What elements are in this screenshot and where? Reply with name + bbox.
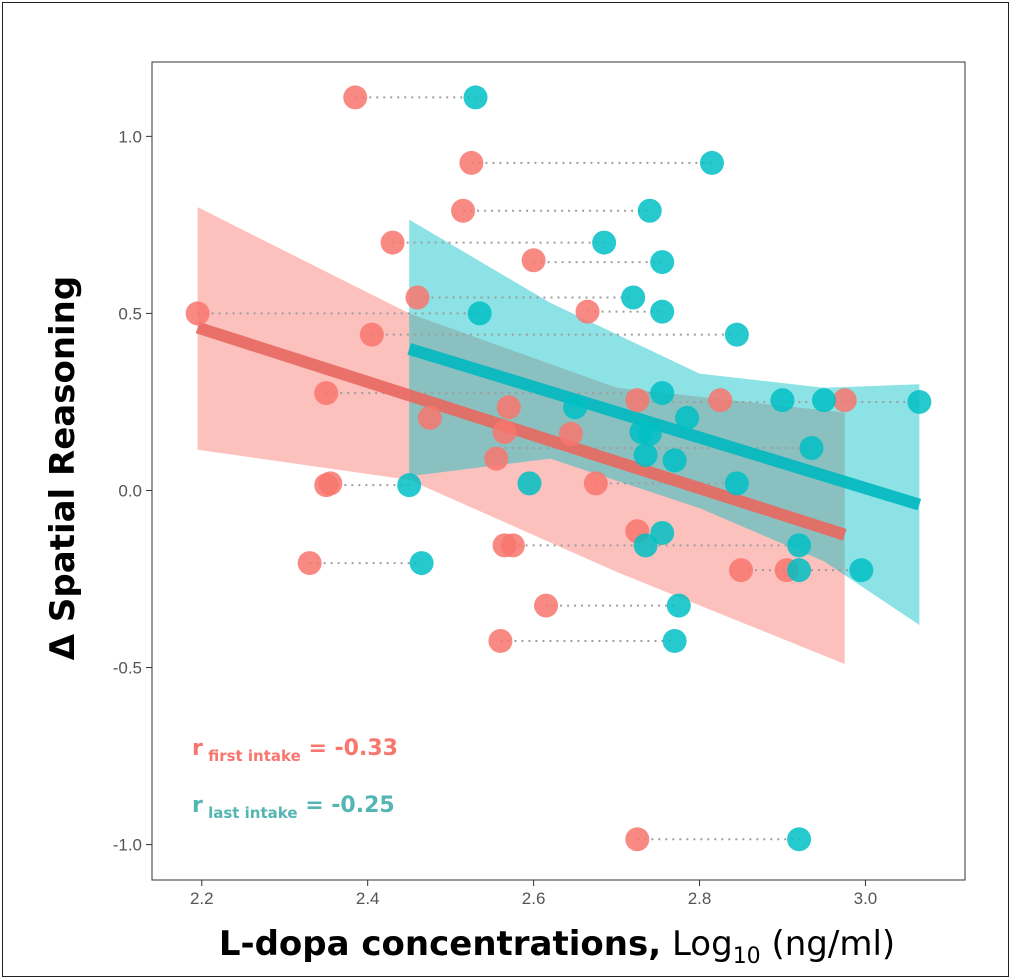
x-tick-label: 2.8 (688, 889, 712, 908)
x-axis-label-unit-prefix: Log (661, 924, 733, 964)
point-last-intake (397, 473, 422, 498)
point-first-intake (500, 533, 525, 558)
regression-lines (195, 321, 922, 541)
annotation-first-intake: r first intake = -0.33 (192, 736, 398, 765)
point-last-intake (787, 533, 812, 558)
y-tick-label: 1.0 (118, 127, 142, 146)
point-last-intake (592, 230, 617, 255)
y-axis-label: Δ Spatial Reasoning (43, 276, 83, 660)
annotation-last-value: = -0.25 (298, 793, 395, 818)
point-first-intake (575, 299, 600, 324)
x-axis-label: L-dopa concentrations, Log10 (ng/ml) (219, 924, 895, 969)
x-axis-label-unit-sub: 10 (733, 944, 761, 969)
point-first-intake (496, 395, 521, 420)
point-first-intake (318, 471, 343, 496)
point-last-intake (666, 593, 691, 618)
annotation-first-r: r (192, 736, 203, 761)
point-first-intake (297, 551, 322, 576)
point-last-intake (650, 299, 675, 324)
annotation-first-value: = -0.33 (301, 736, 398, 761)
x-tick-label: 2.4 (356, 889, 380, 908)
point-first-intake (314, 381, 339, 406)
point-first-intake (380, 230, 405, 255)
data-points (185, 85, 932, 852)
x-tick-label: 3.0 (854, 889, 878, 908)
point-first-intake (451, 198, 476, 223)
point-first-intake (729, 558, 754, 583)
point-first-intake (558, 421, 583, 446)
point-first-intake (534, 593, 559, 618)
point-first-intake (343, 85, 368, 110)
annotation-first-sub: first intake (203, 747, 301, 765)
point-last-intake (409, 551, 434, 576)
point-last-intake (770, 388, 795, 413)
point-first-intake (359, 322, 384, 347)
point-last-intake (637, 198, 662, 223)
point-last-intake (463, 85, 488, 110)
point-first-intake (521, 248, 546, 273)
point-first-intake (417, 405, 442, 430)
point-last-intake (650, 520, 675, 545)
x-tick-label: 2.6 (522, 889, 546, 908)
x-axis-label-main: L-dopa concentrations, (219, 924, 661, 964)
point-first-intake (708, 388, 733, 413)
point-last-intake (675, 405, 700, 430)
annotation-last-r: r (192, 793, 203, 818)
point-last-intake (699, 150, 724, 175)
axes: 2.2 2.4 2.6 2.8 3.0 1.0 0.5 0.0 -0.5 -1.0 (113, 127, 878, 908)
point-first-intake (405, 285, 430, 310)
point-first-intake (185, 301, 210, 326)
point-first-intake (583, 471, 608, 496)
point-first-intake (488, 628, 513, 653)
fit-line-last-intake (407, 343, 922, 511)
point-last-intake (811, 388, 836, 413)
y-tick-label: -1.0 (113, 836, 142, 855)
y-tick-label: 0.0 (118, 481, 142, 500)
point-last-intake (724, 322, 749, 347)
point-last-intake (633, 443, 658, 468)
point-last-intake (517, 471, 542, 496)
point-last-intake (637, 421, 662, 446)
point-last-intake (662, 628, 687, 653)
point-last-intake (787, 558, 812, 583)
y-tick-label: -0.5 (113, 659, 142, 678)
point-first-intake (484, 446, 509, 471)
point-last-intake (650, 381, 675, 406)
point-last-intake (650, 250, 675, 275)
point-last-intake (662, 448, 687, 473)
point-last-intake (787, 827, 812, 852)
annotation-last-sub: last intake (203, 804, 298, 822)
point-last-intake (563, 395, 588, 420)
y-tick-label: 0.5 (118, 304, 142, 323)
point-last-intake (467, 301, 492, 326)
x-tick-label: 2.2 (190, 889, 214, 908)
point-last-intake (724, 471, 749, 496)
point-first-intake (459, 150, 484, 175)
annotation-last-intake: r last intake = -0.25 (192, 793, 395, 822)
point-last-intake (621, 285, 646, 310)
fit-line-first-intake (195, 321, 847, 541)
x-axis-label-unit-suffix: (ng/ml) (761, 924, 896, 964)
point-first-intake (832, 388, 857, 413)
point-last-intake (633, 533, 658, 558)
point-last-intake (907, 389, 932, 414)
point-first-intake (625, 827, 650, 852)
point-last-intake (799, 435, 824, 460)
point-first-intake (625, 388, 650, 413)
point-last-intake (849, 558, 874, 583)
point-first-intake (492, 420, 517, 445)
